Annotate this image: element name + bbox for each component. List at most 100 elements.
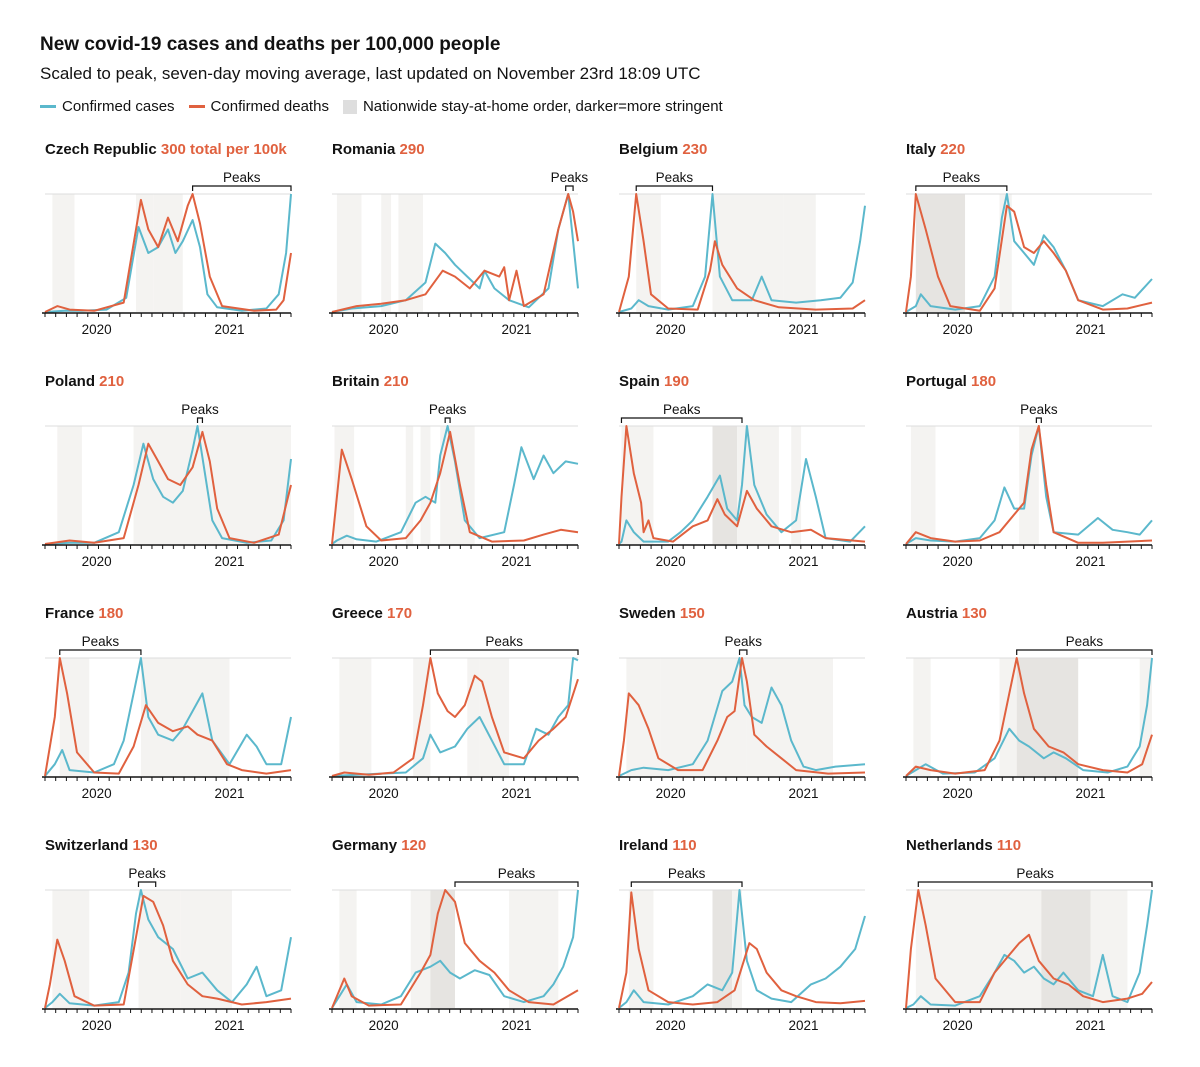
panel-total: 230 bbox=[682, 141, 707, 158]
peaks-label: Peaks bbox=[485, 634, 523, 649]
panel-country: Italy bbox=[906, 141, 940, 158]
panel-country: Spain bbox=[619, 373, 664, 390]
panel-total: 110 bbox=[997, 837, 1021, 854]
order-band bbox=[1019, 426, 1039, 544]
cases-line bbox=[331, 193, 579, 313]
x-tick-label-2021: 2021 bbox=[214, 322, 244, 337]
peaks-bracket bbox=[454, 881, 579, 887]
legend-deaths-label: Confirmed deaths bbox=[210, 98, 329, 115]
peaks-bracket bbox=[917, 881, 1153, 887]
panel-country: Netherlands bbox=[906, 837, 997, 854]
x-tick-label-2021: 2021 bbox=[788, 1018, 818, 1033]
panel-title: Portugal 180 bbox=[906, 373, 996, 390]
order-band bbox=[1016, 658, 1079, 776]
panel-netherlands: Netherlands 110 Peaks 2020 2021 bbox=[903, 837, 1153, 1033]
peaks-bracket bbox=[630, 881, 743, 887]
cases-line bbox=[618, 425, 866, 545]
cases-line bbox=[905, 193, 1153, 313]
x-tick-label-2021: 2021 bbox=[214, 554, 244, 569]
x-tick-label-2020: 2020 bbox=[943, 554, 973, 569]
deaths-line bbox=[618, 193, 866, 313]
order-band bbox=[746, 658, 834, 776]
cases-line bbox=[44, 889, 292, 1009]
panel-germany: Germany 120 Peaks 2020 2021 bbox=[329, 837, 579, 1033]
panel-poland: Poland 210 Peaks 2020 2021 bbox=[42, 373, 292, 569]
x-tick-label-2021: 2021 bbox=[501, 1018, 531, 1033]
x-tick-label-2021: 2021 bbox=[1075, 554, 1105, 569]
peaks-bracket bbox=[429, 649, 579, 655]
peaks-label: Peaks bbox=[1016, 866, 1054, 881]
order-band bbox=[57, 426, 82, 544]
peaks-label: Peaks bbox=[656, 170, 694, 185]
x-tick-label-2020: 2020 bbox=[943, 786, 973, 801]
panel-total: 210 bbox=[99, 373, 124, 390]
order-band bbox=[915, 194, 966, 312]
cases-line bbox=[618, 889, 866, 1009]
order-band bbox=[168, 426, 291, 544]
order-band bbox=[52, 890, 90, 1008]
order-band bbox=[140, 658, 198, 776]
panel-country: Switzerland bbox=[45, 837, 133, 854]
peaks-bracket bbox=[635, 185, 714, 191]
deaths-line bbox=[331, 889, 579, 1009]
panel-title: Britain 210 bbox=[332, 373, 409, 390]
panel-title: Romania 290 bbox=[332, 141, 425, 158]
legend-order-label: Nationwide stay-at-home order, darker=mo… bbox=[362, 98, 723, 115]
panel-country: Austria bbox=[906, 605, 962, 622]
panel-greece: Greece 170 Peaks 2020 2021 bbox=[329, 605, 579, 801]
peaks-label: Peaks bbox=[724, 634, 762, 649]
order-band bbox=[732, 890, 742, 1008]
peaks-label: Peaks bbox=[1020, 402, 1058, 417]
panel-title: Spain 190 bbox=[619, 373, 689, 390]
legend-cases-swatch bbox=[40, 105, 56, 108]
order-band bbox=[712, 890, 733, 1008]
peaks-label: Peaks bbox=[943, 170, 981, 185]
legend-cases: Confirmed cases bbox=[40, 98, 175, 115]
x-tick-label-2021: 2021 bbox=[501, 786, 531, 801]
order-band bbox=[999, 658, 1017, 776]
panel-total: 180 bbox=[98, 605, 123, 622]
panel-spain: Spain 190 Peaks 2020 2021 bbox=[616, 373, 866, 569]
order-band bbox=[479, 658, 510, 776]
panel-country: Sweden bbox=[619, 605, 680, 622]
legend-deaths-swatch bbox=[188, 105, 205, 108]
x-tick-label-2021: 2021 bbox=[501, 554, 531, 569]
panel-title: Belgium 230 bbox=[619, 141, 707, 158]
peaks-label: Peaks bbox=[498, 866, 536, 881]
panel-country: Romania bbox=[332, 141, 400, 158]
x-tick-label-2021: 2021 bbox=[788, 786, 818, 801]
x-tick-label-2020: 2020 bbox=[656, 786, 686, 801]
peaks-bracket bbox=[137, 881, 157, 887]
deaths-line bbox=[905, 425, 1153, 545]
panel-czech-republic: Czech Republic 300 total per 100k Peaks 20… bbox=[42, 141, 292, 337]
deaths-line bbox=[44, 894, 292, 1009]
order-band bbox=[52, 194, 75, 312]
order-band bbox=[410, 890, 431, 1008]
legend-deaths: Confirmed deaths bbox=[188, 98, 329, 115]
cases-line bbox=[618, 193, 866, 313]
peaks-bracket bbox=[915, 185, 1008, 191]
chart-title: New covid-19 cases and deaths per 100,00… bbox=[40, 34, 501, 55]
x-tick-label-2020: 2020 bbox=[82, 1018, 112, 1033]
order-band bbox=[783, 194, 816, 312]
peaks-bracket bbox=[1016, 649, 1153, 655]
legend-order: Nationwide stay-at-home order, darker=mo… bbox=[342, 98, 723, 115]
deaths-line bbox=[331, 193, 579, 313]
panel-total: 210 bbox=[384, 373, 409, 390]
panel-title: Germany 120 bbox=[332, 837, 426, 854]
order-band bbox=[381, 194, 392, 312]
x-tick-label-2020: 2020 bbox=[943, 322, 973, 337]
order-band bbox=[636, 194, 661, 312]
peaks-label: Peaks bbox=[223, 170, 261, 185]
order-band bbox=[791, 426, 802, 544]
deaths-line bbox=[331, 430, 579, 545]
x-tick-label-2020: 2020 bbox=[369, 322, 399, 337]
order-band bbox=[712, 426, 738, 544]
peaks-label: Peaks bbox=[1066, 634, 1104, 649]
peaks-bracket bbox=[738, 649, 748, 655]
panel-france: France 180 Peaks 2020 2021 bbox=[42, 605, 292, 801]
order-band bbox=[910, 426, 936, 544]
panel-country: France bbox=[45, 605, 98, 622]
panel-country: Belgium bbox=[619, 141, 682, 158]
